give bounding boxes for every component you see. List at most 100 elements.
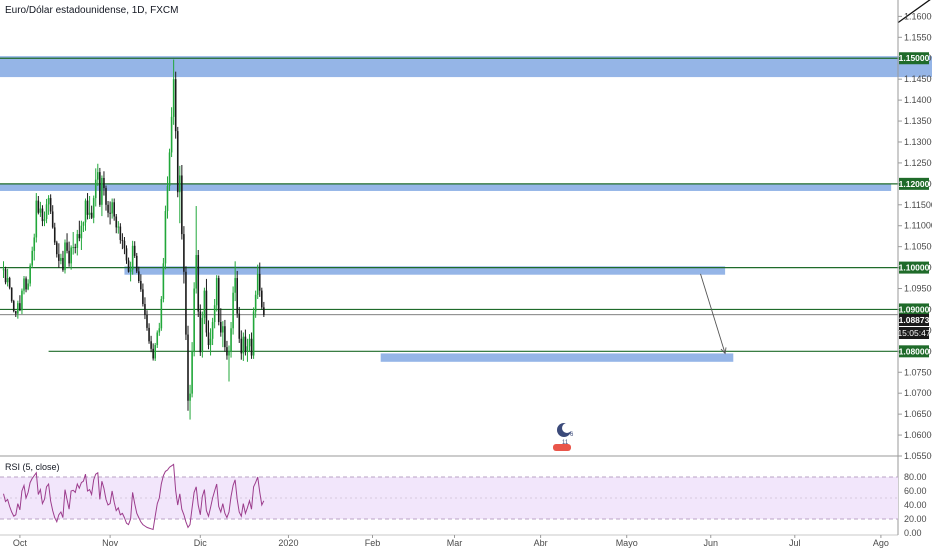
x-tick-label: 2020	[278, 538, 298, 548]
candle	[217, 275, 220, 326]
candle	[230, 322, 232, 358]
candle	[80, 220, 83, 251]
candle	[238, 306, 241, 343]
time-axis: OctNovDic2020FebMarAbrMayoJunJulAgoSepOc…	[13, 535, 889, 548]
candle	[213, 298, 216, 329]
annotations-layer	[700, 0, 931, 355]
candle	[88, 195, 91, 220]
rsi-label: RSI (5, close)	[5, 462, 60, 472]
chart-title: Euro/Dólar estadounidense, 1D, FXCM	[5, 5, 178, 16]
level-tag-text: 1.08000	[899, 346, 930, 356]
candle	[162, 257, 165, 303]
x-tick-label: Abr	[534, 538, 548, 548]
candle	[220, 308, 222, 337]
candle	[242, 332, 245, 361]
svg-text:6: 6	[570, 432, 574, 438]
candle	[207, 320, 210, 350]
projection-arrow-head	[720, 347, 727, 355]
y-tick-label: 1.11000	[904, 221, 932, 231]
candle	[250, 332, 253, 359]
candle	[240, 330, 243, 360]
candle	[10, 287, 13, 303]
candle	[131, 240, 134, 275]
candle	[203, 287, 206, 325]
candle	[158, 322, 161, 336]
y-tick-label: 1.12500	[904, 158, 932, 168]
candle	[92, 195, 95, 224]
candle	[174, 71, 177, 139]
zone-3	[380, 353, 734, 362]
candle	[183, 226, 185, 284]
level-tag	[899, 303, 929, 316]
candle	[261, 287, 263, 310]
candle	[37, 195, 40, 215]
current-price-tag	[899, 314, 929, 326]
candle	[234, 261, 236, 302]
candle	[189, 384, 191, 420]
candle	[21, 288, 23, 315]
candle	[113, 198, 115, 221]
y-tick-label: 1.06500	[904, 409, 932, 419]
candle	[232, 286, 234, 335]
countdown-text: 15:05:47	[897, 328, 930, 338]
candle	[43, 211, 46, 227]
x-tick-label: Jun	[703, 538, 718, 548]
candle	[39, 201, 42, 217]
candle	[33, 233, 36, 261]
svg-text:11: 11	[562, 440, 569, 446]
level-tag-text: 1.10000	[899, 263, 930, 273]
x-tick-label: Mayo	[616, 538, 638, 548]
rsi-tick-label: 20.00	[904, 514, 927, 524]
candle	[236, 270, 238, 318]
level-tag-text: 1.15000	[899, 53, 930, 63]
candle	[47, 195, 50, 215]
candle	[127, 257, 130, 273]
candle	[56, 240, 58, 258]
candle	[66, 233, 68, 254]
levels-layer	[0, 57, 898, 352]
candle	[258, 262, 261, 297]
candle	[166, 176, 169, 219]
candle	[140, 274, 142, 292]
candle	[17, 300, 19, 319]
candle	[160, 296, 163, 331]
candle	[135, 252, 138, 274]
rsi-tick-label: 60.00	[904, 486, 927, 496]
candle	[119, 223, 122, 244]
candle	[99, 167, 101, 207]
candle	[170, 107, 173, 158]
candle	[129, 261, 132, 282]
y-tick-label: 1.09500	[904, 284, 932, 294]
tradingview-logo-icon: 6 11	[553, 423, 574, 451]
candle	[15, 310, 17, 317]
y-tick-label: 1.13000	[904, 137, 932, 147]
candle	[109, 201, 111, 225]
candle	[187, 325, 189, 411]
y-tick-label: 1.07000	[904, 388, 932, 398]
candle	[199, 304, 202, 356]
candle	[197, 250, 200, 317]
candles-layer	[2, 59, 265, 420]
candle	[82, 221, 85, 232]
candle	[193, 282, 195, 357]
candle	[117, 221, 120, 234]
candle	[125, 245, 128, 264]
candle	[27, 279, 29, 291]
candle	[215, 275, 218, 312]
candle	[209, 328, 212, 356]
y-tick-label: 1.10500	[904, 242, 932, 252]
candle	[105, 185, 107, 211]
candle	[154, 342, 156, 361]
candle	[53, 222, 56, 245]
candle	[25, 276, 27, 293]
x-tick-label: Oct	[13, 538, 28, 548]
y-tick-label: 1.13500	[904, 116, 932, 126]
candle	[111, 198, 113, 219]
rsi-tick-label: 40.00	[904, 500, 927, 510]
candle	[191, 342, 193, 398]
candle	[49, 194, 52, 214]
zones-layer	[0, 56, 932, 362]
rsi-series-line	[3, 463, 265, 531]
